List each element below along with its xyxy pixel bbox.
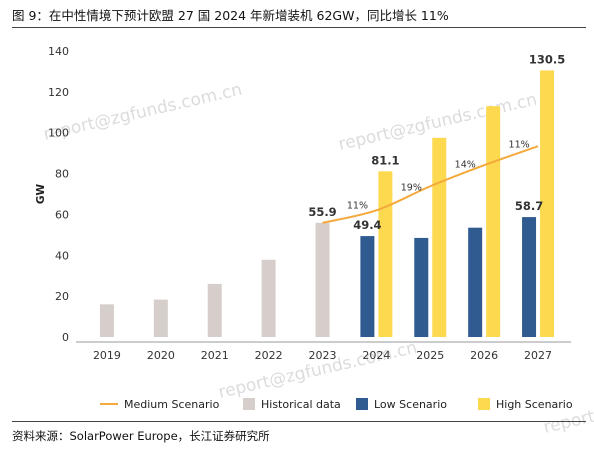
y-tick-label: 60 [55,208,69,221]
legend: Medium Scenario Historical data Low Scenar… [100,398,573,411]
growth-label-2025: 19% [401,182,422,193]
legend-item-historical-data: Historical data [243,398,341,411]
legend-item-low-scenario: Low Scenario [356,398,447,411]
y-axis-label: GW [35,183,47,204]
legend-item-medium-scenario: Medium Scenario [100,398,220,411]
x-tick-label: 2026 [470,349,498,362]
x-tick-label: 2024 [362,349,390,362]
data-label-low-scenario-2027: 58.7 [515,199,543,213]
y-tick-label: 40 [55,249,69,262]
title-rule [12,27,586,28]
watermark-text: report@zgfunds.com.cn [42,80,244,145]
growth-annotations: 11% 19% 14% 11% [347,140,530,212]
bars [99,70,555,338]
data-label-high-scenario-2027: 130.5 [529,52,565,66]
x-tick-label: 2019 [93,349,121,362]
x-tick-label: 2025 [416,349,444,362]
y-axis: 0 20 40 60 80 100 120 140 GW [35,45,69,344]
bar-low-scenario-2025 [414,237,429,337]
legend-label: Historical data [261,398,341,411]
bar-high-scenario-2025 [432,137,447,337]
bar-historical-data-2019 [99,304,114,337]
x-tick-label: 2021 [201,349,229,362]
bar-low-scenario-2026 [468,227,483,337]
growth-label-2027: 11% [509,140,530,151]
figure-source: 资料来源：SolarPower Europe，长江证券研究所 [12,429,270,443]
medium-scenario-line [322,145,539,224]
bar-historical-data-2021 [207,283,222,337]
x-axis: 2019 2020 2021 2022 2023 2024 2025 2026 2027 [93,349,552,362]
x-tick-label: 2020 [147,349,175,362]
source-rule [12,421,586,422]
legend-item-high-scenario: High Scenario [478,398,573,411]
x-tick-label: 2023 [309,349,337,362]
y-tick-label: 140 [48,45,69,58]
legend-label: High Scenario [496,398,573,411]
figure-title: 图 9：在中性情境下预计欧盟 27 国 2024 年新增装机 62GW，同比增长… [12,8,449,23]
watermark-text: report@zgfunds.com.cn [217,338,419,403]
bar-high-scenario-2026 [486,106,501,338]
bar-historical-data-2020 [153,299,168,337]
y-tick-label: 20 [55,290,69,303]
bar-historical-data-2023 [315,222,330,337]
data-label-historical-data-2023: 55.9 [308,205,336,219]
growth-label-2026: 14% [455,160,476,171]
bar-historical-data-2022 [261,259,276,337]
y-tick-label: 80 [55,168,69,181]
bar-low-scenario-2027 [522,217,537,337]
legend-swatch [478,398,490,410]
y-tick-label: 120 [48,86,69,99]
data-label-high-scenario-2024: 81.1 [371,153,399,167]
y-tick-label: 0 [62,331,69,344]
bar-low-scenario-2024 [360,236,375,337]
data-label-low-scenario-2024: 49.4 [353,218,381,232]
legend-swatch [243,398,255,410]
x-tick-label: 2022 [255,349,283,362]
bar-high-scenario-2027 [540,70,555,338]
data-labels: 55.9 49.4 81.1 58.7 130.5 [308,52,565,232]
series-line-medium-scenario [322,145,539,224]
x-tick-label: 2027 [524,349,552,362]
legend-label: Medium Scenario [124,398,220,411]
bar-high-scenario-2024 [378,171,393,337]
legend-label: Low Scenario [374,398,447,411]
growth-label-2024: 11% [347,201,368,212]
legend-swatch [356,398,368,410]
y-tick-label: 100 [48,127,69,140]
